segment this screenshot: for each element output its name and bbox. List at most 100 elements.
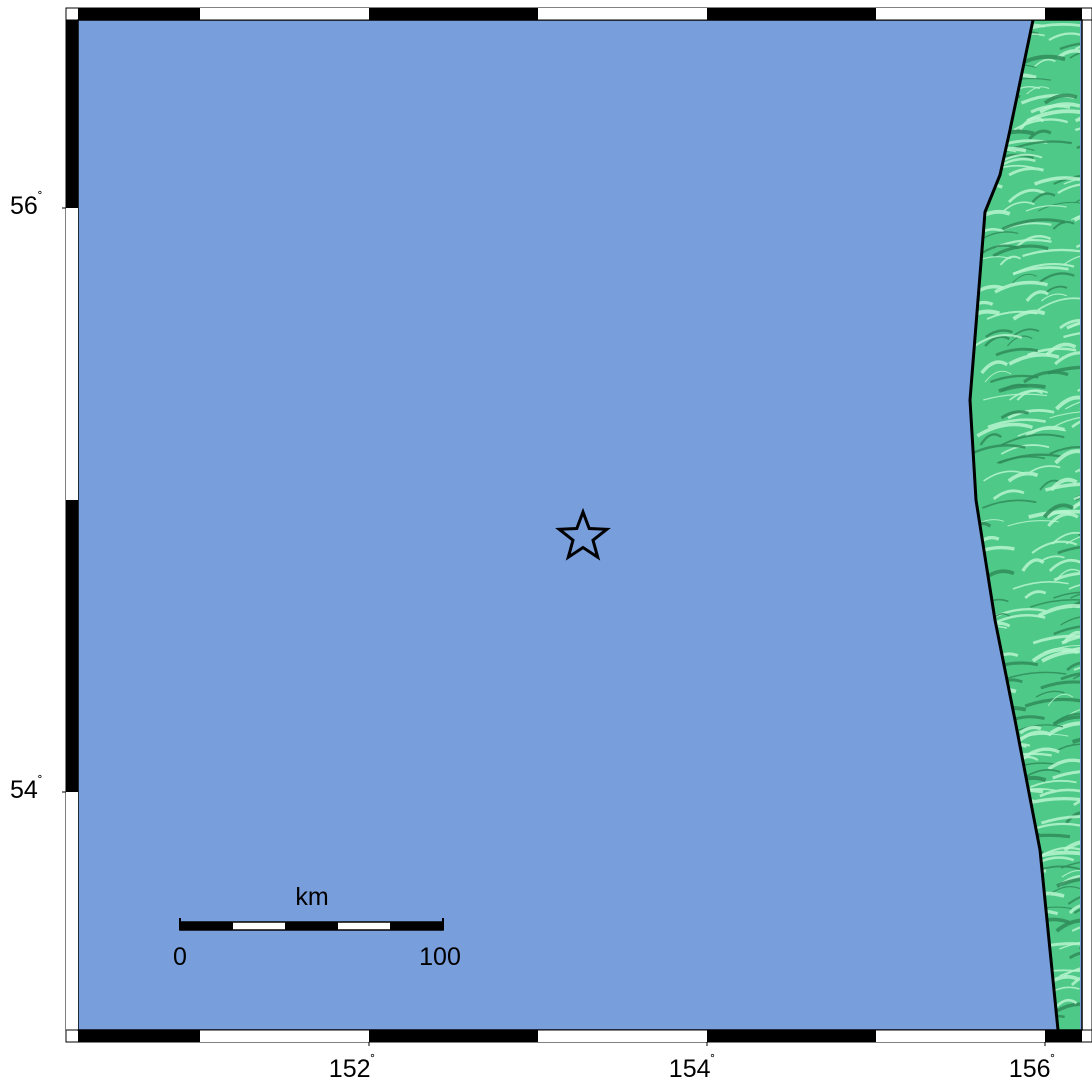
relief-ridge: [983, 231, 1019, 239]
relief-ridge: [1023, 370, 1069, 384]
map-frame: [62, 7, 1092, 1046]
relief-ridge: [985, 329, 1013, 339]
relief-ridge: [1074, 123, 1080, 132]
scale-end-label: 100: [419, 943, 461, 971]
relief-ridge: [1041, 649, 1080, 663]
relief-ridge: [1021, 558, 1045, 572]
relief-ridge: [1073, 489, 1080, 501]
relief-ridge: [1055, 568, 1080, 581]
relief-ridge: [979, 433, 1002, 446]
relief-ridge: [1008, 167, 1044, 177]
relief-ridge: [1062, 254, 1080, 266]
relief-ridge: [992, 489, 1025, 501]
relief-ridge: [1064, 397, 1080, 410]
relief-ridge: [1037, 297, 1080, 311]
relief-ridge: [1086, 473, 1092, 481]
relief-ridge: [1084, 606, 1092, 616]
relief-ridge: [1000, 410, 1029, 420]
relief-ridge: [1059, 319, 1080, 330]
lon-label-152: 152˚: [329, 1052, 375, 1080]
relief-ridge: [1059, 939, 1080, 950]
relief-ridge: [1055, 918, 1080, 933]
relief-ridge: [1032, 634, 1080, 645]
relief-ridge: [1088, 695, 1092, 706]
relief-ridge: [1063, 329, 1080, 339]
relief-ridge: [1071, 734, 1080, 744]
relief-ridge: [1024, 590, 1047, 600]
relief-ridge: [1074, 460, 1080, 473]
relief-ridge: [1070, 971, 1080, 987]
relief-ridge: [1083, 884, 1092, 895]
relief-ridge: [1053, 591, 1080, 599]
relief-ridge: [974, 334, 1023, 347]
relief-ridge: [1031, 647, 1079, 663]
relief-ridge: [1045, 342, 1077, 357]
relief-ridge: [1046, 510, 1072, 519]
relief-ridge: [998, 453, 1063, 465]
relief-ridge: [976, 422, 1033, 438]
relief-ridge: [983, 470, 1026, 482]
relief-ridge: [1087, 276, 1092, 283]
relief-ridge: [1043, 93, 1078, 105]
star-icon[interactable]: [555, 507, 611, 561]
relief-ridge: [987, 418, 1046, 429]
scale-unit-label: km: [295, 883, 328, 911]
relief-ridge: [1033, 58, 1056, 68]
relief-ridge: [1040, 680, 1080, 690]
scale-start-label: 0: [173, 943, 187, 971]
lon-label-154: 154˚: [669, 1052, 715, 1080]
relief-ridge: [1074, 110, 1080, 123]
relief-ridge: [1073, 663, 1080, 671]
relief-ridge: [1059, 41, 1080, 51]
relief-ridge: [1059, 967, 1080, 977]
relief-ridge: [1000, 444, 1050, 455]
relief-ridge: [1047, 512, 1079, 528]
relief-ridge: [990, 374, 1039, 384]
relief-ridge: [994, 280, 1048, 294]
relief-ridge: [1048, 558, 1080, 572]
relief-ridge: [1073, 902, 1080, 914]
relief-ridge: [1001, 433, 1065, 446]
relief-ridge: [1049, 410, 1080, 419]
relief-ridge: [1038, 272, 1075, 284]
lat-label-56: 56˚: [10, 189, 42, 220]
relief-ridge: [1082, 929, 1092, 940]
relief-ridge: [1071, 923, 1080, 932]
relief-ridge: [1028, 129, 1052, 141]
relief-ridge: [1012, 266, 1069, 276]
relief-ridge: [1069, 48, 1080, 59]
relief-ridge: [1001, 218, 1066, 231]
relief-ridge: [1069, 317, 1080, 329]
relief-ridge: [1068, 951, 1080, 960]
relief-ridge: [1060, 671, 1080, 681]
relief-ridge: [1031, 192, 1056, 203]
relief-ridge: [1066, 319, 1080, 330]
relief-ridge: [1055, 743, 1080, 752]
relief-ridge: [1033, 176, 1080, 186]
relief-ridge: [1068, 707, 1080, 716]
relief-ridge: [1085, 562, 1092, 571]
relief-ridge: [980, 360, 1009, 375]
relief-ridge: [1030, 599, 1080, 608]
relief-ridge: [1082, 581, 1092, 589]
relief-ridge: [1083, 230, 1092, 238]
lat-label-54: 54˚: [10, 773, 42, 804]
relief-ridge: [1075, 194, 1080, 203]
relief-ridge: [1007, 409, 1055, 420]
relief-ridge: [1040, 815, 1080, 825]
relief-ridge: [1063, 964, 1080, 977]
relief-ridge: [1039, 788, 1080, 798]
relief-ridge: [1075, 41, 1080, 50]
relief-ridge: [999, 255, 1022, 266]
relief-ridge: [1025, 425, 1066, 438]
relief-ridge: [1057, 183, 1080, 194]
relief-ridge: [1073, 212, 1080, 222]
relief-ridge: [1042, 503, 1074, 519]
scale-bar: km 0 100: [173, 883, 461, 971]
relief-ridge: [1062, 630, 1080, 644]
relief-ridge: [1067, 891, 1080, 905]
relief-ridge: [1012, 581, 1069, 590]
relief-ridge: [1030, 779, 1077, 788]
relief-ridge: [984, 370, 1012, 383]
